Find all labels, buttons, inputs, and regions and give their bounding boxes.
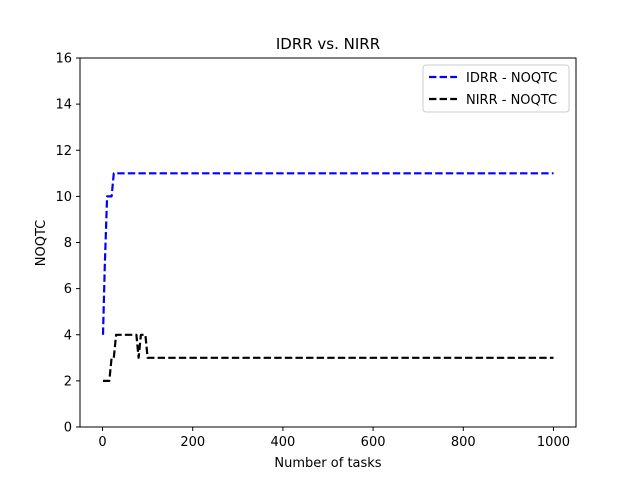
y-tick-label: 8 [64, 236, 72, 251]
y-tick-label: 2 [64, 374, 72, 389]
x-tick-label: 1000 [537, 435, 570, 450]
chart-title: IDRR vs. NIRR [276, 35, 380, 53]
y-tick-label: 12 [55, 144, 72, 159]
plot-area: 0 200 400 600 800 1000 0 2 4 6 8 10 12 14 16 [55, 52, 577, 450]
series-line-1 [103, 333, 554, 382]
y-tick-label: 4 [64, 328, 72, 343]
x-tick-label: 400 [270, 435, 295, 450]
x-tick-label: 200 [180, 435, 205, 450]
legend-box [422, 64, 570, 113]
y-tick-label: 6 [64, 282, 72, 297]
y-tick-label: 10 [55, 190, 72, 205]
x-tick-label: 0 [98, 435, 106, 450]
y-tick-label: 0 [64, 421, 72, 436]
x-tick-label: 600 [361, 435, 386, 450]
y-tick-label: 14 [55, 98, 72, 113]
series-line-0 [101, 172, 554, 335]
y-tick-label: 16 [55, 52, 72, 67]
legend-label: IDRR - NOQTC [466, 71, 557, 86]
legend-label: NIRR - NOQTC [466, 93, 557, 108]
y-axis-label: NOQTC [34, 220, 49, 266]
x-axis-label: Number of tasks [274, 456, 381, 471]
legend: IDRR - NOQTC NIRR - NOQTC [422, 64, 570, 113]
x-tick-label: 800 [451, 435, 476, 450]
